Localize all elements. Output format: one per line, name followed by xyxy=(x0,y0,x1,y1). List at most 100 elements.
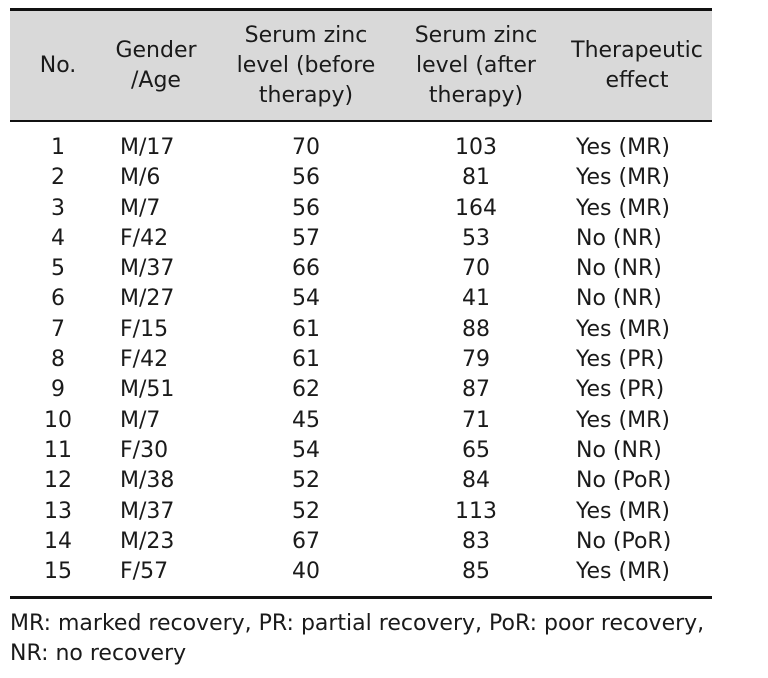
cell-zinc-before: 52 xyxy=(292,468,320,494)
cell-gender-age: F/57 xyxy=(120,559,169,585)
table-body: 1 M/17 70 103 Yes (MR) 2 M/6 56 81 Yes (… xyxy=(0,133,768,587)
cell-zinc-after: 164 xyxy=(455,195,497,221)
cell-gender-age: M/38 xyxy=(120,468,175,494)
cell-gender-age: M/7 xyxy=(120,407,161,433)
cell-no: 14 xyxy=(44,528,72,554)
cell-gender-age: M/23 xyxy=(120,528,175,554)
cell-therapeutic-effect: Yes (MR) xyxy=(576,316,670,342)
cell-no: 1 xyxy=(51,135,65,160)
cell-therapeutic-effect: Yes (MR) xyxy=(576,135,670,160)
cell-gender-age: M/37 xyxy=(120,256,175,282)
cell-no: 4 xyxy=(51,225,65,251)
cell-no: 12 xyxy=(44,468,72,494)
cell-zinc-before: 56 xyxy=(292,195,320,221)
cell-zinc-after: 81 xyxy=(462,165,490,191)
table-bottom-rule xyxy=(10,596,712,599)
cell-zinc-before: 40 xyxy=(292,559,320,585)
cell-therapeutic-effect: No (NR) xyxy=(576,225,662,251)
table-row: 11 F/30 54 65 No (NR) xyxy=(0,436,768,466)
cell-gender-age: F/30 xyxy=(120,437,169,463)
cell-gender-age: F/42 xyxy=(120,225,169,251)
cell-no: 2 xyxy=(51,165,65,191)
cell-therapeutic-effect: Yes (MR) xyxy=(576,165,670,191)
cell-zinc-before: 45 xyxy=(292,407,320,433)
cell-gender-age: M/27 xyxy=(120,286,175,312)
cell-no: 10 xyxy=(44,407,72,433)
cell-zinc-after: 79 xyxy=(462,347,490,373)
table-row: 15 F/57 40 85 Yes (MR) xyxy=(0,557,768,587)
cell-zinc-before: 56 xyxy=(292,165,320,191)
cell-gender-age: M/17 xyxy=(120,135,175,160)
cell-zinc-after: 84 xyxy=(462,468,490,494)
table-header-band xyxy=(10,11,712,121)
cell-therapeutic-effect: Yes (MR) xyxy=(576,559,670,585)
cell-no: 5 xyxy=(51,256,65,282)
cell-therapeutic-effect: Yes (MR) xyxy=(576,407,670,433)
cell-zinc-before: 62 xyxy=(292,377,320,403)
cell-therapeutic-effect: No (PoR) xyxy=(576,528,672,554)
table-row: 14 M/23 67 83 No (PoR) xyxy=(0,527,768,557)
cell-zinc-before: 70 xyxy=(292,135,320,160)
table-row: 5 M/37 66 70 No (NR) xyxy=(0,254,768,284)
cell-gender-age: M/37 xyxy=(120,498,175,524)
table-row: 3 M/7 56 164 Yes (MR) xyxy=(0,194,768,224)
cell-therapeutic-effect: No (NR) xyxy=(576,286,662,312)
table-footnote: MR: marked recovery, PR: partial recover… xyxy=(10,611,705,666)
table-header-rule xyxy=(10,120,712,122)
table-row: 1 M/17 70 103 Yes (MR) xyxy=(0,133,768,163)
table-row: 6 M/27 54 41 No (NR) xyxy=(0,284,768,314)
table-row: 4 F/42 57 53 No (NR) xyxy=(0,224,768,254)
cell-zinc-before: 52 xyxy=(292,498,320,524)
table-row: 7 F/15 61 88 Yes (MR) xyxy=(0,315,768,345)
cell-zinc-before: 67 xyxy=(292,528,320,554)
cell-no: 7 xyxy=(51,316,65,342)
table-row: 10 M/7 45 71 Yes (MR) xyxy=(0,406,768,436)
cell-no: 9 xyxy=(51,377,65,403)
table-top-rule xyxy=(10,8,712,11)
cell-no: 3 xyxy=(51,195,65,221)
cell-zinc-before: 61 xyxy=(292,316,320,342)
cell-zinc-after: 65 xyxy=(462,437,490,463)
cell-no: 8 xyxy=(51,347,65,373)
cell-therapeutic-effect: No (NR) xyxy=(576,437,662,463)
cell-zinc-before: 61 xyxy=(292,347,320,373)
cell-no: 6 xyxy=(51,286,65,312)
table-row: 13 M/37 52 113 Yes (MR) xyxy=(0,497,768,527)
cell-zinc-after: 41 xyxy=(462,286,490,312)
cell-gender-age: F/15 xyxy=(120,316,169,342)
cell-zinc-after: 70 xyxy=(462,256,490,282)
cell-zinc-before: 66 xyxy=(292,256,320,282)
cell-gender-age: M/51 xyxy=(120,377,175,403)
cell-gender-age: F/42 xyxy=(120,347,169,373)
header-zinc-before: Serum zinc level (before therapy) xyxy=(236,23,376,108)
table-row: 12 M/38 52 84 No (PoR) xyxy=(0,466,768,496)
cell-gender-age: M/7 xyxy=(120,195,161,221)
cell-no: 15 xyxy=(44,559,72,585)
header-no: No. xyxy=(39,53,77,78)
table-row: 8 F/42 61 79 Yes (PR) xyxy=(0,345,768,375)
header-zinc-after: Serum zinc level (after therapy) xyxy=(414,23,538,108)
cell-therapeutic-effect: No (PoR) xyxy=(576,468,672,494)
cell-therapeutic-effect: Yes (PR) xyxy=(576,377,665,403)
cell-no: 13 xyxy=(44,498,72,524)
cell-zinc-after: 103 xyxy=(455,135,497,160)
cell-gender-age: M/6 xyxy=(120,165,161,191)
table-row: 2 M/6 56 81 Yes (MR) xyxy=(0,163,768,193)
table-row: 9 M/51 62 87 Yes (PR) xyxy=(0,375,768,405)
cell-zinc-before: 54 xyxy=(292,437,320,463)
cell-therapeutic-effect: Yes (MR) xyxy=(576,498,670,524)
cell-zinc-after: 113 xyxy=(455,498,497,524)
cell-zinc-before: 54 xyxy=(292,286,320,312)
cell-no: 11 xyxy=(44,437,72,463)
cell-therapeutic-effect: No (NR) xyxy=(576,256,662,282)
header-therapeutic-effect: Therapeutic effect xyxy=(571,38,703,93)
cell-therapeutic-effect: Yes (MR) xyxy=(576,195,670,221)
cell-zinc-after: 87 xyxy=(462,377,490,403)
cell-therapeutic-effect: Yes (PR) xyxy=(576,347,665,373)
cell-zinc-after: 88 xyxy=(462,316,490,342)
header-gender-age: Gender /Age xyxy=(115,38,197,93)
cell-zinc-after: 85 xyxy=(462,559,490,585)
cell-zinc-after: 53 xyxy=(462,225,490,251)
cell-zinc-after: 71 xyxy=(462,407,490,433)
